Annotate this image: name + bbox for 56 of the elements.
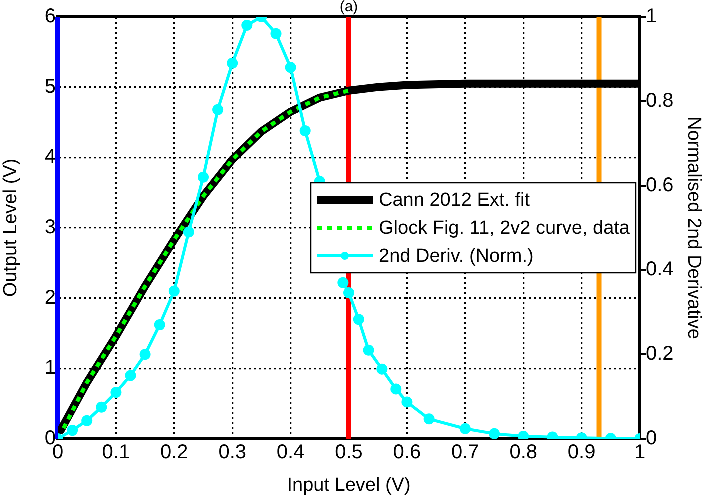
point (363, 344, 374, 356)
point (82, 415, 93, 426)
point (212, 104, 224, 116)
point (198, 172, 209, 183)
x-tick-label: 0.8 (510, 442, 538, 464)
legend-label: Glock Fig. 11, 2v2 curve, data (379, 218, 630, 240)
point (489, 428, 500, 439)
point (125, 370, 136, 382)
point (154, 320, 166, 331)
y-tick-label: 3 (44, 216, 56, 239)
line-series (62, 88, 351, 430)
point (67, 425, 78, 436)
point (300, 125, 311, 136)
chart-title: (a) (340, 0, 358, 16)
point (242, 20, 253, 31)
y-axis-title: Output Level (V) (0, 158, 22, 298)
x-tick-label: 0.4 (276, 442, 305, 464)
y2-tick-label: 1 (646, 6, 658, 28)
point (353, 314, 364, 326)
y2-tick-label: 0.6 (646, 174, 674, 196)
y2-tick-label: 0.4 (646, 258, 674, 281)
legend-label: Cann 2012 Ext. fit (379, 190, 531, 212)
x-tick-label: 0.2 (160, 442, 188, 464)
x-tick-label: 0.6 (393, 442, 422, 464)
y2-tick-label: 0.2 (646, 343, 674, 366)
point (140, 349, 151, 360)
x-tick-label: 1 (634, 442, 646, 464)
y2-tick-label: 0 (646, 428, 658, 450)
point (96, 402, 108, 413)
x-tick-label: 0.3 (218, 442, 247, 464)
point (285, 62, 296, 74)
point (270, 28, 282, 40)
point (110, 387, 122, 398)
y-tick-label: 1 (44, 357, 56, 380)
x-tick-label: 0.9 (568, 442, 596, 464)
point (344, 287, 354, 298)
point (460, 423, 471, 434)
x-axis-title: Input Level (V) (287, 474, 411, 496)
y-tick-label: 4 (44, 146, 56, 168)
point (390, 384, 402, 395)
x-tick-label: 0.7 (451, 442, 480, 464)
x-tick-label: 0.1 (102, 442, 130, 464)
y-tick-label: 2 (44, 286, 56, 309)
legend-label: 2nd Deriv. (Norm.) (379, 246, 534, 268)
point (183, 226, 194, 238)
point (338, 277, 349, 288)
point (227, 58, 238, 69)
y2-axis-title: Normalised 2nd Derivative (683, 116, 704, 340)
point (376, 364, 388, 375)
x-tick-label: 0.5 (335, 442, 363, 464)
y-tick-label: 5 (44, 76, 56, 98)
point (424, 414, 435, 425)
point (168, 286, 180, 297)
y2-tick-label: 0.8 (646, 90, 674, 112)
y-tick-label: 6 (44, 6, 56, 28)
point (402, 396, 413, 408)
